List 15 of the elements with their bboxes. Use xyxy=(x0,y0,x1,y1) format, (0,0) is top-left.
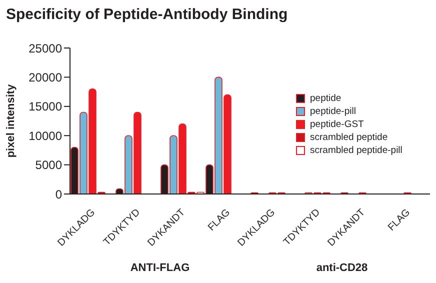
y-tick-label: 0 xyxy=(55,187,62,202)
y-tick-label: 25000 xyxy=(28,41,62,56)
y-tick-label: 20000 xyxy=(28,70,62,84)
legend-label: peptide xyxy=(310,93,342,104)
text: ANTI-FLAG xyxy=(129,262,191,274)
legend-label: scrambled peptide xyxy=(310,132,388,143)
y-tick-label: 5000 xyxy=(35,158,62,172)
legend-label: peptide-pill xyxy=(310,106,356,117)
chart-title: Specificity of Peptide-Antibody Binding xyxy=(6,6,288,23)
y-tick-label: 10000 xyxy=(28,128,62,143)
text: anti-CD28 xyxy=(315,262,369,274)
y-tick-label: 15000 xyxy=(28,100,62,114)
y-axis-title: pixel intensity xyxy=(4,83,17,158)
legend-label: peptide-GST xyxy=(310,119,364,130)
legend-label: scrambled peptide-pill xyxy=(310,145,402,156)
